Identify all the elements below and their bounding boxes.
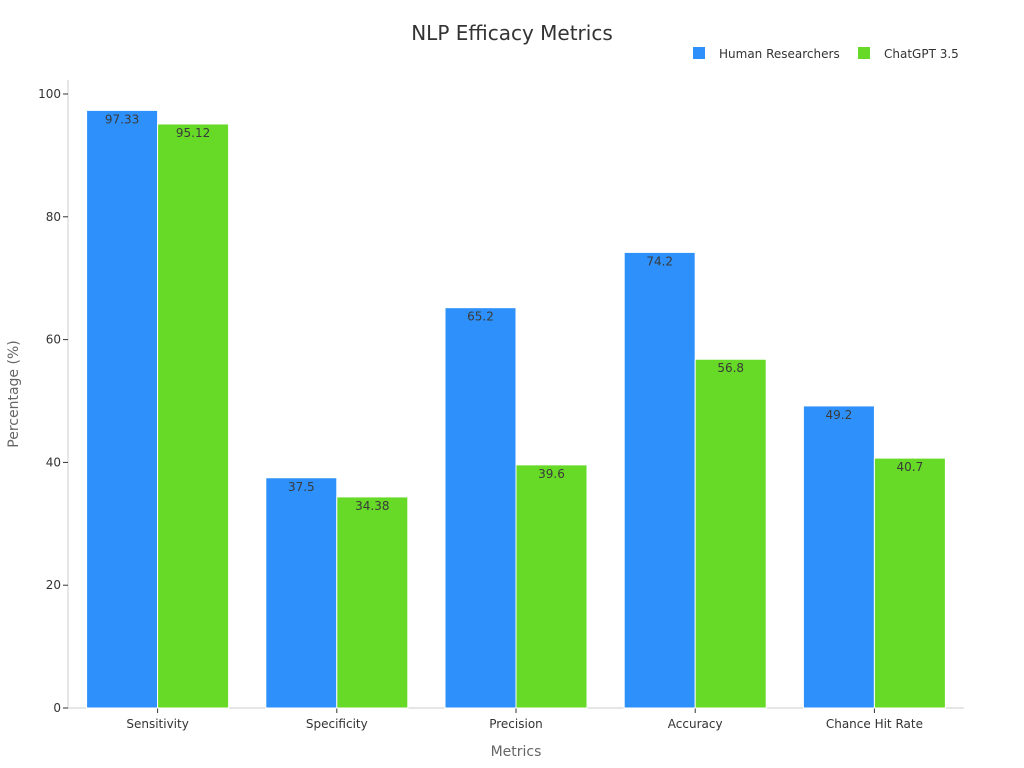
data-label-chatgpt-3-5-specificity: 34.38 — [355, 499, 389, 513]
bar-chatgpt-3-5-chance-hit-rate — [873, 457, 946, 709]
x-tick-label-precision: Precision — [489, 717, 543, 731]
data-label-chatgpt-3-5-chance-hit-rate: 40.7 — [897, 460, 924, 474]
bar-chatgpt-3-5-accuracy — [694, 358, 767, 709]
y-tick-label: 20 — [46, 578, 61, 592]
data-label-human-researchers-accuracy: 74.2 — [646, 254, 673, 268]
bar-human-researchers-precision — [444, 307, 517, 709]
data-label-human-researchers-chance-hit-rate: 49.2 — [826, 408, 853, 422]
bar-chatgpt-3-5-sensitivity — [157, 123, 230, 709]
data-label-human-researchers-precision: 65.2 — [467, 310, 494, 324]
x-axis-title: Metrics — [491, 744, 542, 760]
y-tick-label: 40 — [46, 455, 61, 469]
legend-label-chatgpt-3-5: ChatGPT 3.5 — [884, 47, 959, 61]
chart-title: NLP Efficacy Metrics — [411, 21, 613, 45]
bars — [86, 109, 946, 709]
bar-chatgpt-3-5-precision — [515, 464, 588, 709]
legend-swatch-human-researchers — [693, 47, 705, 59]
y-tick-label: 60 — [46, 333, 61, 347]
bar-human-researchers-accuracy — [623, 251, 696, 709]
data-label-chatgpt-3-5-sensitivity: 95.12 — [176, 126, 210, 140]
legend-swatch-chatgpt-3-5 — [858, 47, 870, 59]
bar-chatgpt-3-5-specificity — [336, 496, 409, 709]
bar-human-researchers-specificity — [265, 477, 338, 709]
data-label-chatgpt-3-5-precision: 39.6 — [538, 467, 565, 481]
x-tick-label-specificity: Specificity — [306, 717, 368, 731]
y-axis-title: Percentage (%) — [6, 340, 22, 447]
data-label-human-researchers-specificity: 37.5 — [288, 480, 315, 494]
x-tick-label-sensitivity: Sensitivity — [126, 717, 188, 731]
y-tick-label: 0 — [53, 701, 61, 715]
bar-human-researchers-sensitivity — [86, 109, 159, 709]
y-axis: 0 20 40 60 80 100 — [38, 80, 69, 715]
legend: Human Researchers ChatGPT 3.5 — [693, 47, 959, 61]
x-tick-label-accuracy: Accuracy — [668, 717, 723, 731]
data-label-chatgpt-3-5-accuracy: 56.8 — [717, 361, 744, 375]
x-axis: Sensitivity Specificity Precision Accuracy C… — [68, 707, 964, 731]
y-tick-label: 80 — [46, 210, 61, 224]
x-tick-label-chance-hit-rate: Chance Hit Rate — [826, 717, 923, 731]
legend-label-human-researchers: Human Researchers — [719, 47, 840, 61]
data-label-human-researchers-sensitivity: 97.33 — [105, 112, 139, 126]
data-labels: 97.33 95.12 37.5 34.38 65.2 39.6 74.2 56.8 49.2 4… — [105, 112, 923, 513]
bar-human-researchers-chance-hit-rate — [802, 405, 875, 709]
y-tick-label: 100 — [38, 87, 61, 101]
